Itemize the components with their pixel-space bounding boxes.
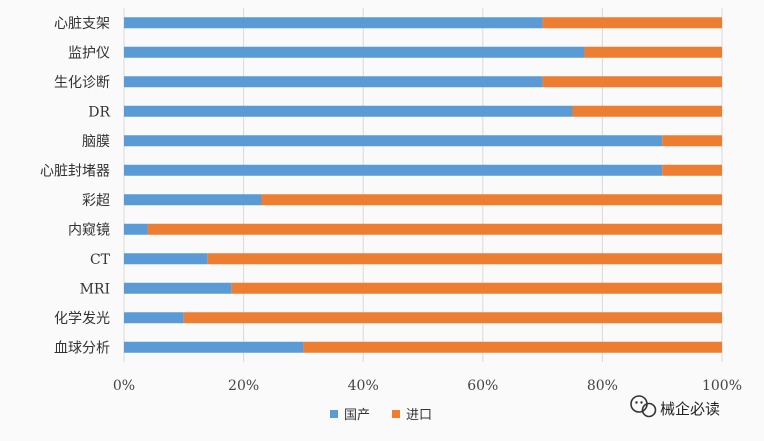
bar-domestic (124, 282, 232, 294)
bar-imported (662, 135, 722, 147)
bar-imported (542, 76, 722, 88)
bar-domestic (124, 105, 573, 117)
x-axis-ticks: 0% 20% 40% 60% 80% 100% (113, 378, 742, 394)
bar-imported (584, 46, 722, 58)
category-label: 生化诊断 (54, 75, 110, 91)
bar-imported (572, 105, 722, 117)
category-label: 内窥镜 (68, 221, 110, 238)
x-tick-label: 60% (467, 378, 498, 394)
x-tick-label: 0% (113, 378, 135, 394)
watermark: 械企必读 (630, 395, 720, 418)
bar-domestic (124, 17, 543, 29)
bar-imported (303, 341, 722, 353)
bar-imported (261, 194, 722, 206)
category-label: 彩超 (82, 193, 110, 209)
bar-imported (231, 282, 722, 294)
bar-imported (147, 223, 723, 235)
category-label: 心脏封堵器 (40, 163, 110, 179)
x-tick-label: 100% (702, 378, 742, 394)
x-tick-label: 80% (587, 378, 618, 394)
grid-lines (123, 8, 723, 362)
bar-imported (183, 312, 723, 324)
legend-label: 国产 (344, 408, 370, 423)
bar-domestic (124, 46, 585, 58)
watermark-text: 械企必读 (660, 400, 720, 418)
category-label: 监护仪 (68, 45, 110, 61)
bar-domestic (124, 253, 208, 265)
bar-domestic (124, 135, 663, 147)
bar-domestic (124, 341, 304, 353)
bars (124, 17, 723, 353)
category-label: 心脏支架 (54, 16, 110, 32)
category-label: 化学发光 (54, 311, 110, 327)
bar-imported (542, 17, 722, 29)
legend-swatch (392, 410, 400, 418)
category-label: DR (88, 104, 110, 120)
legend: 国产 进口 (330, 408, 432, 423)
bar-imported (662, 164, 722, 176)
bar-domestic (124, 194, 262, 206)
x-tick-label: 40% (348, 378, 379, 394)
bar-domestic (124, 76, 543, 88)
category-label: 血球分析 (54, 340, 110, 356)
bar-domestic (124, 223, 148, 235)
category-label: 脑膜 (82, 134, 110, 150)
wechat-icon (630, 395, 657, 418)
x-tick-label: 20% (228, 378, 259, 394)
legend-swatch (330, 410, 338, 418)
category-label: CT (90, 252, 111, 268)
category-label: MRI (80, 281, 110, 297)
legend-label: 进口 (406, 408, 432, 423)
bar-domestic (124, 312, 184, 324)
bar-imported (207, 253, 723, 265)
bar-domestic (124, 164, 663, 176)
